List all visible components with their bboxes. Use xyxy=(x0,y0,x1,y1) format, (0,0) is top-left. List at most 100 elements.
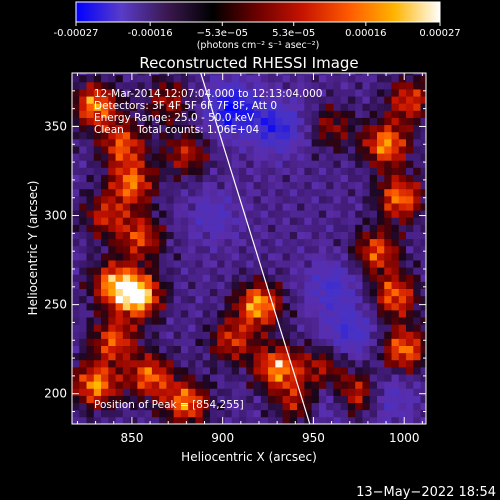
heatmap-cell xyxy=(311,167,320,175)
heatmap-cell xyxy=(413,345,421,354)
heatmap-cell xyxy=(72,288,80,297)
heatmap-cell xyxy=(231,174,240,183)
heatmap-cell xyxy=(391,260,400,268)
heatmap-cell xyxy=(304,245,313,254)
heatmap-cell xyxy=(137,81,146,90)
heatmap-cell xyxy=(217,81,225,90)
heatmap-cell xyxy=(209,231,218,240)
heatmap-cell xyxy=(166,295,175,304)
heatmap-cell xyxy=(260,110,269,118)
heatmap-cell xyxy=(282,210,291,218)
heatmap-cell xyxy=(239,103,247,111)
heatmap-cell xyxy=(391,331,400,339)
heatmap-cell xyxy=(246,352,254,361)
heatmap-cell xyxy=(202,224,211,232)
heatmap-cell xyxy=(246,274,254,282)
heatmap-cell xyxy=(195,110,204,118)
heatmap-cell xyxy=(398,195,407,204)
heatmap-cell xyxy=(137,388,146,396)
heatmap-cell xyxy=(209,181,218,190)
heatmap-cell xyxy=(304,260,313,268)
heatmap-cell xyxy=(246,288,254,297)
heatmap-cell xyxy=(202,131,211,140)
heatmap-cell xyxy=(282,274,291,282)
heatmap-cell xyxy=(268,366,276,375)
heatmap-cell xyxy=(406,73,414,76)
heatmap-cell xyxy=(289,381,298,389)
heatmap-cell xyxy=(180,117,189,126)
heatmap-cell xyxy=(202,96,211,104)
heatmap-cell xyxy=(115,160,124,168)
heatmap-cell xyxy=(151,416,160,424)
heatmap-cell xyxy=(72,281,80,289)
heatmap-cell xyxy=(188,267,196,275)
heatmap-cell xyxy=(93,103,102,111)
heatmap-cell xyxy=(347,153,356,161)
heatmap-cell xyxy=(130,167,138,175)
heatmap-cell xyxy=(180,138,189,147)
heatmap-cell xyxy=(195,131,204,140)
heatmap-cell xyxy=(369,260,378,268)
heatmap-cell xyxy=(420,231,426,240)
heatmap-cell xyxy=(231,160,240,168)
heatmap-cell xyxy=(188,359,196,368)
heatmap-cell xyxy=(376,146,385,154)
heatmap-cell xyxy=(217,288,225,297)
heatmap-cell xyxy=(333,281,342,289)
heatmap-cell xyxy=(239,224,247,232)
heatmap-cell xyxy=(122,231,131,240)
heatmap-cell xyxy=(268,81,276,90)
heatmap-cell xyxy=(326,302,334,311)
heatmap-cell xyxy=(355,374,363,382)
heatmap-cell xyxy=(398,402,407,411)
heatmap-cell xyxy=(72,409,80,418)
heatmap-cell xyxy=(253,160,262,168)
heatmap-cell xyxy=(398,81,407,90)
heatmap-cell xyxy=(304,203,313,211)
heatmap-cell xyxy=(311,103,320,111)
heatmap-cell xyxy=(166,110,175,118)
heatmap-cell xyxy=(318,352,327,361)
heatmap-cell xyxy=(347,231,356,240)
heatmap-cell xyxy=(297,174,305,183)
heatmap-cell xyxy=(79,124,87,133)
heatmap-cell xyxy=(253,203,262,211)
heatmap-cell xyxy=(122,210,131,218)
heatmap-cell xyxy=(108,89,116,97)
heatmap-cell xyxy=(108,416,116,424)
heatmap-cell xyxy=(151,359,160,368)
heatmap-cell xyxy=(144,281,153,289)
heatmap-cell xyxy=(326,281,334,289)
heatmap-cell xyxy=(195,295,204,304)
heatmap-cell xyxy=(282,110,291,118)
heatmap-cell xyxy=(289,89,298,97)
heatmap-cell xyxy=(115,188,124,197)
heatmap-cell xyxy=(376,338,385,347)
heatmap-cell xyxy=(268,359,276,368)
heatmap-cell xyxy=(151,409,160,418)
heatmap-cell xyxy=(384,324,392,332)
heatmap-cell xyxy=(384,74,392,83)
heatmap-cell xyxy=(72,374,80,382)
heatmap-cell xyxy=(376,231,385,240)
heatmap-cell xyxy=(289,96,298,104)
heatmap-cell xyxy=(188,374,196,382)
heatmap-cell xyxy=(297,260,305,268)
heatmap-cell xyxy=(173,245,182,254)
heatmap-cell xyxy=(362,388,371,396)
heatmap-cell xyxy=(209,402,218,411)
heatmap-cell xyxy=(108,238,116,247)
heatmap-cell xyxy=(391,267,400,275)
heatmap-cell xyxy=(384,110,392,118)
heatmap-cell xyxy=(275,74,283,83)
heatmap-cell xyxy=(115,81,124,90)
heatmap-cell xyxy=(311,274,320,282)
heatmap-cell xyxy=(318,110,327,118)
heatmap-cell xyxy=(202,110,211,118)
heatmap-cell xyxy=(72,231,80,240)
heatmap-cell xyxy=(144,338,153,347)
heatmap-cell xyxy=(347,352,356,361)
heatmap-cell xyxy=(144,181,153,190)
heatmap-cell xyxy=(93,295,102,304)
heatmap-cell xyxy=(86,167,95,175)
